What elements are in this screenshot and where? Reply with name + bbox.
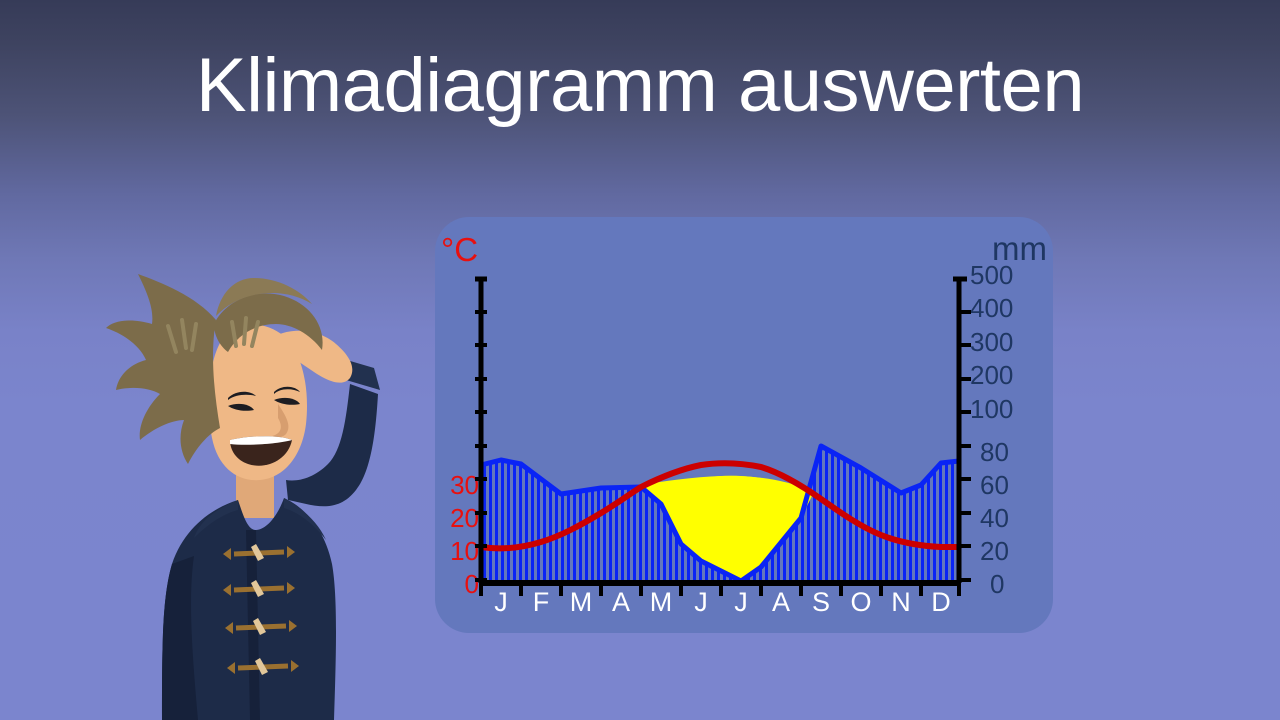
x-tick-label-feb: F: [532, 587, 550, 617]
right-tick-label-400: 400: [970, 293, 1014, 323]
right-tick-label-0: 0: [990, 569, 1005, 599]
teeth: [230, 436, 292, 445]
x-tick-label-jul: J: [734, 587, 748, 617]
right-tick-label-200: 200: [970, 360, 1014, 390]
nose: [272, 404, 289, 438]
jacket-toggles: [223, 544, 299, 675]
precipitation-line: [480, 443, 960, 584]
jacket-shadow: [162, 556, 198, 720]
right-tick-label-80: 80: [980, 437, 1009, 467]
x-tick-label-oct: O: [850, 587, 872, 617]
x-tick-label-jun: J: [694, 587, 708, 617]
left-tick-label-0: 0: [464, 569, 479, 599]
x-tick-label-mar: M: [569, 587, 593, 617]
eye-left: [228, 403, 254, 411]
x-axis: [479, 580, 961, 596]
temperature-line: [478, 460, 962, 552]
x-tick-label-may: M: [649, 587, 673, 617]
x-tick-label-aug: A: [771, 587, 790, 617]
raised-arm-sleeve: [286, 384, 378, 507]
right-tick-label-60: 60: [980, 470, 1009, 500]
x-tick-label-sep: S: [811, 587, 830, 617]
left-axis: [475, 276, 487, 583]
precipitation-humid-area: [481, 446, 959, 583]
right-tick-label-100: 100: [970, 394, 1014, 424]
page-title: Klimadiagramm auswerten: [195, 43, 1085, 128]
left-axis-unit: °C: [441, 231, 479, 268]
eyebrow-right: [274, 386, 300, 394]
hood: [194, 500, 238, 538]
eye-right: [274, 397, 300, 405]
x-tick-label-apr: A: [611, 587, 630, 617]
hair-highlight: [216, 278, 312, 316]
puzzled-boy-illustration: [106, 274, 380, 720]
hair-strands: [166, 316, 260, 354]
right-tick-label-40: 40: [980, 503, 1009, 533]
x-tick-label-nov: N: [891, 587, 911, 617]
hand: [278, 330, 353, 383]
right-tick-label-300: 300: [970, 327, 1014, 357]
hair-top: [214, 293, 323, 352]
climate-diagram-panel: °C mm 30 20 10 0 500 400 300 200 100 80 …: [435, 217, 1053, 633]
climate-plot: [475, 276, 971, 596]
right-tick-label-500: 500: [970, 260, 1014, 290]
hair-left: [106, 274, 220, 464]
left-tick-label-20: 20: [450, 503, 479, 533]
x-tick-label-dec: D: [931, 587, 951, 617]
right-tick-label-20: 20: [980, 536, 1009, 566]
eyebrow-left: [228, 391, 256, 400]
left-tick-label-30: 30: [450, 470, 479, 500]
left-tick-label-10: 10: [450, 536, 479, 566]
right-axis-unit: mm: [992, 230, 1047, 267]
hood-right: [284, 498, 326, 540]
x-tick-label-jan: J: [494, 587, 508, 617]
